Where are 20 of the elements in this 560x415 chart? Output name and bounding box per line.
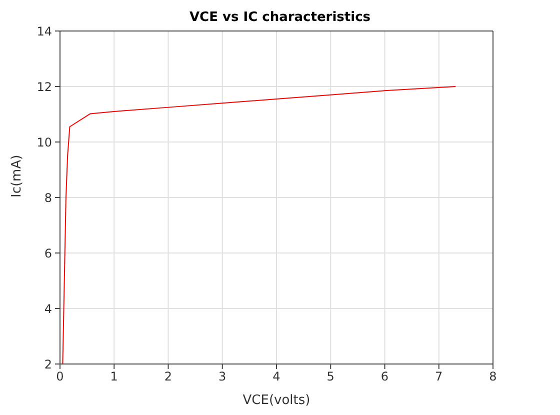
x-tick-label: 6: [380, 370, 389, 384]
y-tick-label: 2: [44, 357, 52, 372]
y-tick-label: 10: [36, 135, 52, 150]
x-tick-label: 0: [56, 370, 64, 384]
x-tick-label: 2: [164, 370, 172, 384]
x-tick-label: 8: [489, 370, 497, 384]
y-tick-label: 6: [44, 246, 52, 260]
y-axis-title: Ic(mA): [10, 154, 25, 198]
y-tick-label: 8: [44, 190, 52, 205]
x-tick-label: 5: [326, 370, 334, 384]
line-series: [62, 86, 456, 364]
x-tick-label: 4: [272, 370, 280, 384]
x-tick-label: 7: [435, 370, 443, 384]
x-tick-label: 1: [110, 370, 118, 384]
y-tick-label: 12: [36, 80, 52, 94]
x-axis-title: VCE(volts): [242, 393, 310, 408]
y-tick-label: 4: [44, 302, 52, 316]
y-tick-label: 14: [36, 24, 52, 38]
x-tick-label: 3: [218, 370, 226, 384]
chart-title: VCE vs IC characteristics: [188, 10, 372, 25]
